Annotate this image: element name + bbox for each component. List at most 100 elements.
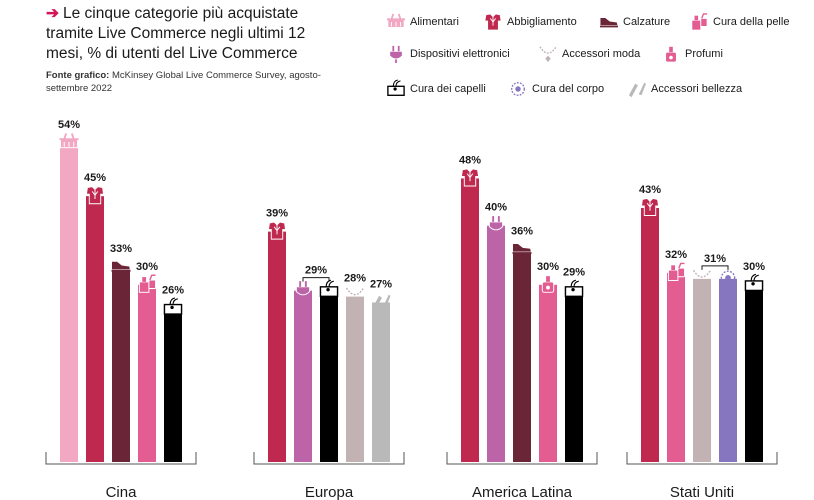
shirt-icon <box>267 221 287 240</box>
bar <box>745 284 763 462</box>
basket-icon <box>386 13 406 28</box>
shoe-icon <box>512 243 533 255</box>
shirt-icon <box>85 186 105 205</box>
bar <box>268 231 286 462</box>
bar <box>372 302 390 462</box>
bar <box>539 284 557 462</box>
legend-swatch <box>599 17 619 28</box>
perfume-icon <box>541 276 555 293</box>
source-text: McKinsey Global Live Commerce Survey, ag… <box>46 70 321 94</box>
lotion-icon <box>667 262 686 281</box>
legend-swatch <box>628 82 646 98</box>
legend-swatch <box>387 79 405 96</box>
data-label: 29% <box>305 265 327 277</box>
legend-swatch <box>484 13 502 31</box>
legend-label: Alimentari <box>410 16 459 28</box>
chart-source: Fonte grafico: McKinsey Global Live Comm… <box>46 70 346 95</box>
legend-label: Calzature <box>623 16 671 28</box>
data-label: 31% <box>704 253 726 265</box>
data-label: 39% <box>266 208 288 220</box>
bar-group: 39% 28% 27% 29% Europa <box>253 208 405 500</box>
shirt-icon <box>460 168 480 187</box>
chart-header: ➔ Le cinque categorie più acquistate tram… <box>46 4 346 95</box>
legend-label: Cura della pelle <box>713 16 790 28</box>
data-label: 33% <box>110 243 132 255</box>
chart-legend: Alimentari Abbigliamento Calzature Cura del… <box>385 4 810 104</box>
plug-icon <box>295 281 311 300</box>
shared-label-bracket <box>302 277 330 282</box>
bar <box>164 308 182 462</box>
legend-swatch <box>539 46 557 63</box>
plug-icon <box>389 45 403 64</box>
group-axis-bracket <box>45 452 197 465</box>
bar-group: 54% 45% 33% 30% 26% Cina <box>45 119 197 500</box>
beauty-tools-icon <box>372 294 391 311</box>
legend-item: Calzature <box>598 12 670 32</box>
legend-label: Cura del corpo <box>532 83 605 95</box>
group-axis-bracket <box>446 452 598 465</box>
x-tick-label: Europa <box>305 484 354 500</box>
bar <box>693 278 711 462</box>
shoe-icon <box>599 17 619 28</box>
legend-label: Accessori bellezza <box>651 83 743 95</box>
chart-title: ➔ Le cinque categorie più acquistate tram… <box>46 4 346 64</box>
bar <box>346 296 364 462</box>
bar <box>565 290 583 462</box>
beauty-tools-icon <box>628 82 646 98</box>
group-axis-bracket <box>626 452 778 465</box>
perfume-icon <box>665 46 677 63</box>
legend-item: Abbigliamento <box>482 12 577 32</box>
legend-label: Abbigliamento <box>507 16 577 28</box>
legend-item: Accessori moda <box>537 44 640 64</box>
group-axis-bracket <box>253 452 405 465</box>
data-label: 28% <box>344 273 366 285</box>
legend-label: Cura dei capelli <box>410 83 486 95</box>
shirt-icon <box>640 197 660 217</box>
hair-icon <box>744 273 764 292</box>
shoe-icon <box>111 260 132 272</box>
lotion-icon <box>138 274 157 293</box>
legend-swatch <box>386 13 406 28</box>
hair-icon <box>163 297 183 315</box>
legend-label: Profumi <box>685 48 723 60</box>
basket-icon <box>59 133 79 149</box>
legend-item: Cura dei capelli <box>385 79 486 99</box>
legend-item: Profumi <box>660 44 723 64</box>
x-tick-label: Cina <box>106 484 138 500</box>
body-care-icon <box>720 270 736 286</box>
legend-label: Accessori moda <box>562 48 641 60</box>
necklace-icon <box>539 46 557 63</box>
necklace-icon <box>345 287 365 305</box>
body-care-icon <box>511 82 525 96</box>
hair-icon <box>319 279 339 298</box>
data-label: 30% <box>743 261 765 273</box>
bar <box>320 290 338 462</box>
shared-label-bracket <box>701 265 729 270</box>
bar <box>513 249 531 462</box>
data-label: 40% <box>485 202 507 214</box>
bar <box>487 225 505 462</box>
bar <box>461 178 479 462</box>
bar <box>60 143 78 462</box>
data-label: 45% <box>84 172 106 184</box>
data-label: 32% <box>665 249 687 261</box>
hair-icon <box>387 79 405 96</box>
data-label: 48% <box>459 154 481 166</box>
legend-item: Accessori bellezza <box>626 79 742 99</box>
hair-icon <box>564 279 584 298</box>
arrow-icon: ➔ <box>46 5 59 22</box>
data-label: 29% <box>563 267 585 279</box>
data-label: 36% <box>511 225 533 237</box>
legend-swatch <box>691 13 708 31</box>
data-label: 30% <box>136 261 158 273</box>
source-label: Fonte grafico: <box>46 70 110 81</box>
legend-item: Cura del corpo <box>507 79 604 99</box>
data-label: 26% <box>162 284 184 296</box>
legend-swatch <box>665 46 677 63</box>
bar <box>86 196 104 462</box>
x-tick-label: America Latina <box>472 484 573 500</box>
legend-swatch <box>511 82 525 96</box>
data-label: 27% <box>370 279 392 291</box>
data-label: 43% <box>639 184 661 196</box>
